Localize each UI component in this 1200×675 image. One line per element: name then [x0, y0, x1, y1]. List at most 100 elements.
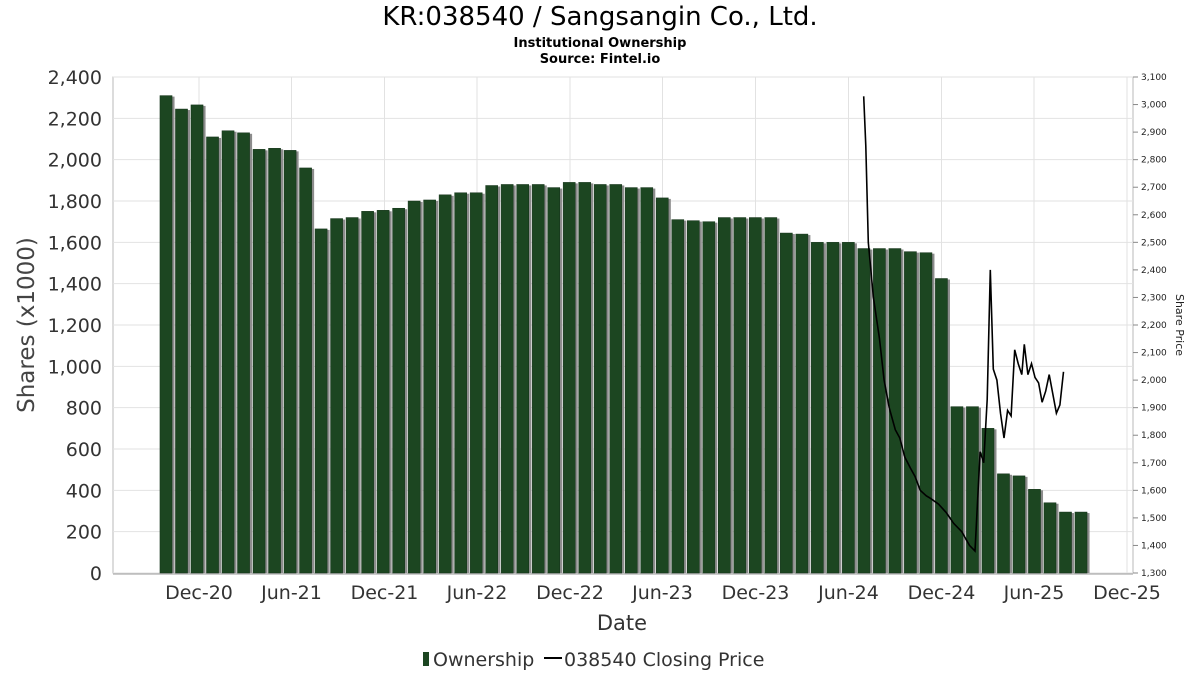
x-tick-label: Jun-25 — [1003, 582, 1065, 604]
y2-tick-label: 1,400 — [1141, 541, 1167, 551]
ownership-bar — [904, 251, 917, 574]
y2-tick-label: 1,900 — [1141, 404, 1167, 414]
ownership-bar — [718, 217, 731, 574]
ownership-bar — [733, 217, 747, 574]
y-axis-title: Shares (x1000) — [14, 237, 40, 413]
ownership-bar — [159, 95, 173, 574]
ownership-bar — [345, 217, 359, 574]
y2-tick-label: 2,900 — [1141, 128, 1167, 138]
ownership-bar — [206, 136, 219, 574]
ownership-bar — [702, 221, 716, 574]
ownership-bar — [438, 194, 452, 574]
legend-swatch-ownership — [423, 652, 429, 666]
ownership-bar — [873, 248, 886, 574]
ownership-bar — [609, 184, 623, 574]
ownership-bar — [361, 211, 374, 574]
y-tick-label: 1,000 — [48, 356, 102, 378]
y-tick-label: 1,400 — [48, 274, 102, 296]
y2-tick-label: 1,800 — [1141, 431, 1167, 441]
ownership-bar — [624, 187, 638, 574]
ownership-bar — [935, 278, 948, 574]
ownership-bar — [314, 228, 328, 574]
ownership-bar — [780, 232, 793, 574]
x-tick-label: Dec-23 — [722, 582, 790, 604]
ownership-bar — [1028, 489, 1041, 574]
ownership-bar — [857, 248, 871, 574]
ownership-bar — [299, 167, 312, 574]
y2-tick-label: 1,600 — [1141, 486, 1167, 496]
ownership-bar — [392, 207, 405, 574]
ownership-bar — [686, 220, 700, 574]
ownership-bar — [888, 248, 902, 574]
x-tick-label: Jun-23 — [631, 582, 693, 604]
ownership-bar — [1012, 475, 1026, 574]
chart-source: Source: Fintel.io — [539, 52, 661, 67]
y-tick-label: 200 — [66, 522, 102, 544]
x-tick-label: Jun-24 — [817, 582, 879, 604]
y2-tick-label: 2,400 — [1141, 266, 1167, 276]
y-tick-label: 400 — [66, 480, 102, 502]
y2-tick-label: 2,800 — [1141, 156, 1167, 166]
ownership-bar — [655, 197, 669, 574]
y-tick-label: 1,200 — [48, 315, 102, 337]
ownership-bar — [547, 187, 561, 574]
y2-tick-label: 3,000 — [1141, 101, 1167, 111]
ownership-bar — [454, 192, 467, 574]
ownership-bar — [175, 108, 188, 574]
ownership-bar — [826, 242, 840, 574]
y2-tick-label: 2,300 — [1141, 293, 1167, 303]
price-line — [862, 96, 1065, 553]
y-tick-label: 0 — [90, 563, 102, 585]
y2-tick-label: 3,100 — [1141, 73, 1167, 83]
ownership-bar — [593, 184, 607, 574]
ownership-bar — [252, 149, 266, 574]
y2-tick-label: 1,500 — [1141, 514, 1167, 524]
ownership-bar — [919, 252, 933, 574]
y2-tick-label: 2,700 — [1141, 183, 1167, 193]
ownership-bar — [283, 150, 297, 574]
y2-tick-label: 2,600 — [1141, 211, 1167, 221]
ownership-bar — [376, 210, 390, 574]
y2-tick-label: 1,300 — [1141, 569, 1167, 579]
y-tick-label: 800 — [66, 398, 102, 420]
x-tick-label: Dec-25 — [1093, 582, 1161, 604]
ownership-bar — [516, 184, 529, 574]
x-tick-label: Dec-24 — [908, 582, 976, 604]
chart-subtitle: Institutional Ownership — [513, 36, 687, 51]
x-axis-title: Date — [597, 611, 647, 635]
ownership-bar — [795, 233, 809, 574]
legend-label-price: 038540 Closing Price — [564, 649, 764, 671]
y2-tick-label: 1,700 — [1141, 459, 1167, 469]
x-tick-label: Dec-21 — [351, 582, 419, 604]
ownership-bar — [997, 473, 1010, 574]
ownership-bar — [407, 200, 421, 574]
ownership-bar — [842, 242, 855, 574]
ownership-bar — [640, 187, 654, 574]
ownership-bar — [190, 104, 204, 574]
x-tick-label: Jun-22 — [446, 582, 508, 604]
ownership-bar — [531, 184, 545, 574]
ownership-bar — [268, 148, 281, 574]
ownership-bar — [330, 218, 343, 574]
y2-tick-label: 2,100 — [1141, 349, 1167, 359]
ownership-bar — [500, 184, 514, 574]
ownership-bar — [671, 219, 685, 574]
y-tick-label: 1,600 — [48, 232, 102, 254]
ownership-bar — [764, 217, 778, 574]
x-tick-label: Jun-21 — [260, 582, 322, 604]
y2-axis-title: Share Price — [1173, 294, 1186, 356]
y-tick-label: 2,200 — [48, 108, 102, 130]
ownership-bar — [950, 406, 964, 574]
y-tick-label: 600 — [66, 439, 102, 461]
ownership-bar — [578, 182, 592, 574]
ownership-bar — [749, 217, 762, 574]
y-tick-label: 2,000 — [48, 150, 102, 172]
ownership-bar — [485, 185, 498, 574]
x-tick-label: Dec-22 — [536, 582, 604, 604]
y-tick-label: 2,400 — [48, 67, 102, 89]
ownership-bar — [469, 192, 483, 574]
y2-tick-label: 2,200 — [1141, 321, 1167, 331]
legend: Ownership 038540 Closing Price — [423, 649, 764, 671]
